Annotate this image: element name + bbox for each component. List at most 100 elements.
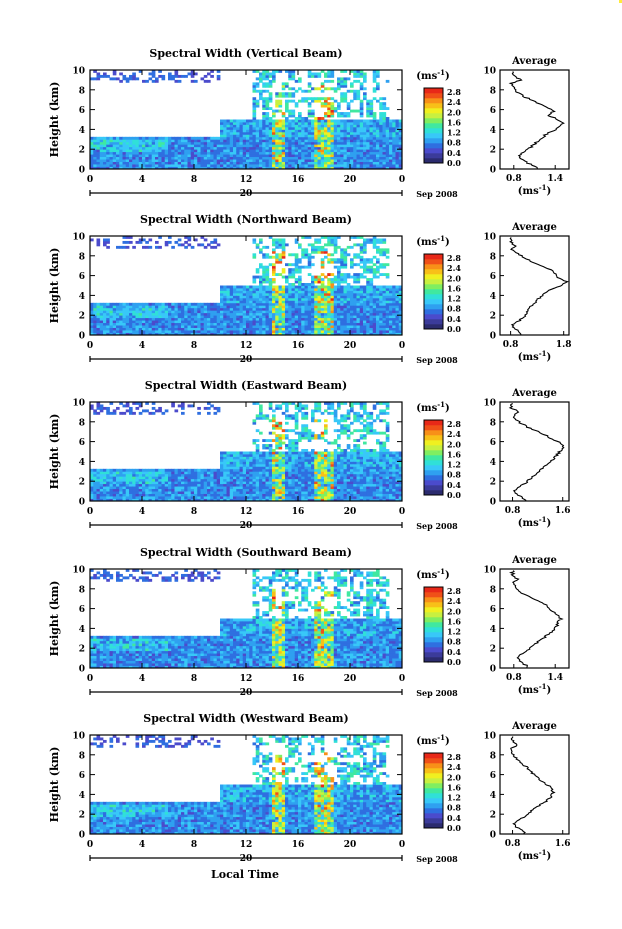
- heatmap-cell: [194, 496, 198, 499]
- heatmap-cell: [389, 302, 393, 306]
- heatmap-cell: [220, 483, 224, 487]
- heatmap-cell: [210, 478, 214, 482]
- heatmap-cell: [294, 310, 299, 314]
- heatmap-cell: [343, 156, 348, 160]
- heatmap-cell: [356, 320, 361, 324]
- heatmap-cell: [233, 317, 237, 321]
- heatmap-cell: [197, 411, 201, 415]
- heatmap-cell: [151, 493, 156, 497]
- heatmap-cell: [262, 253, 266, 257]
- heatmap-cell: [236, 119, 240, 123]
- heatmap-cell: [366, 134, 370, 138]
- heatmap-cell: [242, 305, 247, 309]
- heatmap-cell: [207, 151, 211, 155]
- heatmap-cell: [190, 149, 195, 153]
- heatmap-cell: [200, 468, 205, 472]
- heatmap-cell: [181, 493, 185, 497]
- heatmap-cell: [96, 486, 101, 490]
- heatmap-cell: [155, 139, 159, 143]
- heatmap-cell: [233, 119, 237, 123]
- heatmap-cell: [327, 317, 331, 321]
- heatmap-cell: [324, 74, 328, 78]
- heatmap-cell: [236, 129, 240, 133]
- heatmap-cell: [246, 287, 250, 291]
- heatmap-cell: [109, 327, 114, 331]
- heatmap-cell: [93, 476, 97, 480]
- heatmap-cell: [197, 332, 201, 336]
- heatmap-cell: [298, 124, 302, 128]
- heatmap-cell: [226, 317, 231, 321]
- heatmap-cell: [298, 114, 302, 118]
- heatmap-cell: [356, 327, 361, 331]
- heatmap-cell: [288, 124, 292, 128]
- heatmap-cell: [275, 327, 279, 331]
- heatmap-cell: [207, 166, 211, 170]
- heatmap-cell: [379, 164, 383, 167]
- heatmap-cell: [161, 139, 166, 143]
- heatmap-cell: [122, 154, 127, 158]
- heatmap-cell: [314, 332, 318, 336]
- heatmap-cell: [151, 317, 156, 321]
- heatmap-cell: [281, 268, 286, 272]
- heatmap-cell: [119, 491, 123, 494]
- heatmap-cell: [229, 126, 234, 130]
- heatmap-cell: [96, 483, 101, 487]
- heatmap-cell: [307, 114, 312, 118]
- heatmap-cell: [291, 273, 296, 277]
- heatmap-cell: [320, 263, 325, 267]
- heatmap-cell: [122, 305, 127, 309]
- heatmap-cell: [350, 325, 354, 328]
- heatmap-cell: [363, 312, 367, 316]
- heatmap-cell: [262, 307, 266, 311]
- heatmap-cell: [145, 488, 149, 492]
- heatmap-cell: [213, 486, 218, 490]
- heatmap-cell: [376, 332, 380, 336]
- heatmap-cell: [252, 89, 257, 93]
- heatmap-cell: [223, 292, 227, 296]
- heatmap-cell: [116, 332, 120, 336]
- heatmap-cell: [93, 327, 97, 331]
- heatmap-cell: [288, 312, 292, 316]
- heatmap-cell: [337, 134, 341, 138]
- colorbar-band: [424, 264, 443, 270]
- heatmap-cell: [90, 136, 94, 140]
- heatmap-cell: [265, 129, 270, 133]
- heatmap-cell: [171, 404, 175, 408]
- heatmap-cell: [356, 129, 361, 133]
- heatmap-cell: [184, 164, 188, 167]
- heatmap-cell: [385, 320, 390, 324]
- heatmap-cell: [369, 297, 374, 301]
- heatmap-cell: [389, 134, 393, 138]
- heatmap-cell: [311, 139, 315, 143]
- heatmap-cell: [359, 74, 364, 78]
- heatmap-cell: [246, 327, 250, 331]
- heatmap-cell: [379, 119, 383, 123]
- heatmap-cell: [203, 330, 208, 333]
- heatmap-cell: [389, 315, 393, 319]
- heatmap-cell: [392, 159, 396, 162]
- heatmap-cell: [281, 240, 286, 244]
- heatmap-cell: [223, 302, 227, 306]
- heatmap-cell: [194, 149, 198, 153]
- heatmap-cell: [213, 406, 218, 410]
- heatmap-cell: [138, 491, 143, 494]
- heatmap-cell: [291, 287, 296, 291]
- heatmap-cell: [112, 476, 117, 480]
- heatmap-cell: [168, 136, 172, 140]
- heatmap-cell: [307, 265, 312, 269]
- heatmap-cell: [116, 146, 120, 150]
- heatmap-cell: [122, 476, 127, 480]
- heatmap-cell: [288, 305, 292, 309]
- heatmap-cell: [239, 325, 244, 328]
- heatmap-cell: [398, 146, 403, 150]
- heatmap-cell: [246, 129, 250, 133]
- heatmap-cell: [246, 320, 250, 324]
- heatmap-cell: [200, 327, 205, 331]
- heatmap-cell: [125, 161, 130, 165]
- heatmap-cell: [184, 315, 188, 319]
- heatmap-cell: [112, 139, 117, 143]
- heatmap-cell: [275, 245, 279, 249]
- heatmap-cell: [103, 406, 107, 410]
- heatmap-cell: [174, 481, 179, 485]
- heatmap-cell: [213, 483, 218, 487]
